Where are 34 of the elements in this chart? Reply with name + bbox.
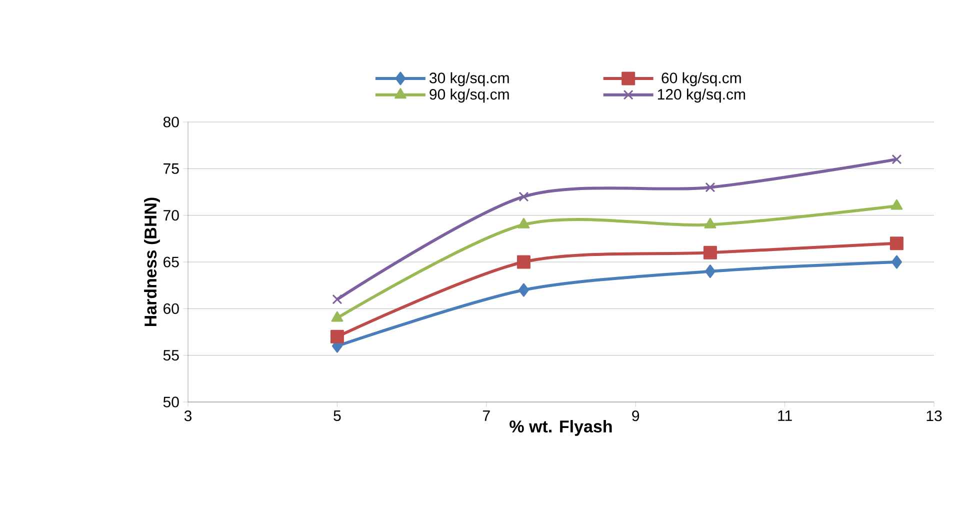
x-tick-label: 11 [778,410,792,421]
legend-label: 30 kg/sq.cm [430,72,509,86]
point [516,255,530,269]
x-tick-label: 7 [483,410,490,421]
y-tick-label: 65 [164,256,179,268]
point [332,294,342,304]
point [890,199,903,210]
point [703,246,717,260]
y-tick-label: 55 [163,350,179,361]
point [892,154,902,164]
y-tick-label: 80 [163,116,179,128]
x-tick-label: 3 [184,410,192,422]
x-tick-label: 13 [926,410,942,422]
y-tick-label: 75 [164,163,179,174]
point [331,311,344,322]
point [518,283,529,297]
point [704,218,716,228]
x-axis-title: % wt. Flyash [510,420,612,436]
legend-label: 90 kg/sq.cm [430,88,509,103]
y-tick-label: 70 [164,210,179,221]
point [890,236,904,250]
point [705,182,716,192]
point [518,218,530,228]
point [330,330,344,344]
point [518,192,529,202]
legend-label: 60 kg/sq.cm [662,72,741,86]
x-tick-label: 9 [632,410,640,422]
y-tick-label: 60 [164,303,179,314]
point [891,255,902,269]
legend-label: 120 kg/sq.cm [658,88,746,103]
x-tick-label: 5 [334,410,341,421]
point [704,264,716,278]
y-axis-title: Hardness (BHN) [144,198,160,326]
y-tick-label: 50 [163,396,179,408]
